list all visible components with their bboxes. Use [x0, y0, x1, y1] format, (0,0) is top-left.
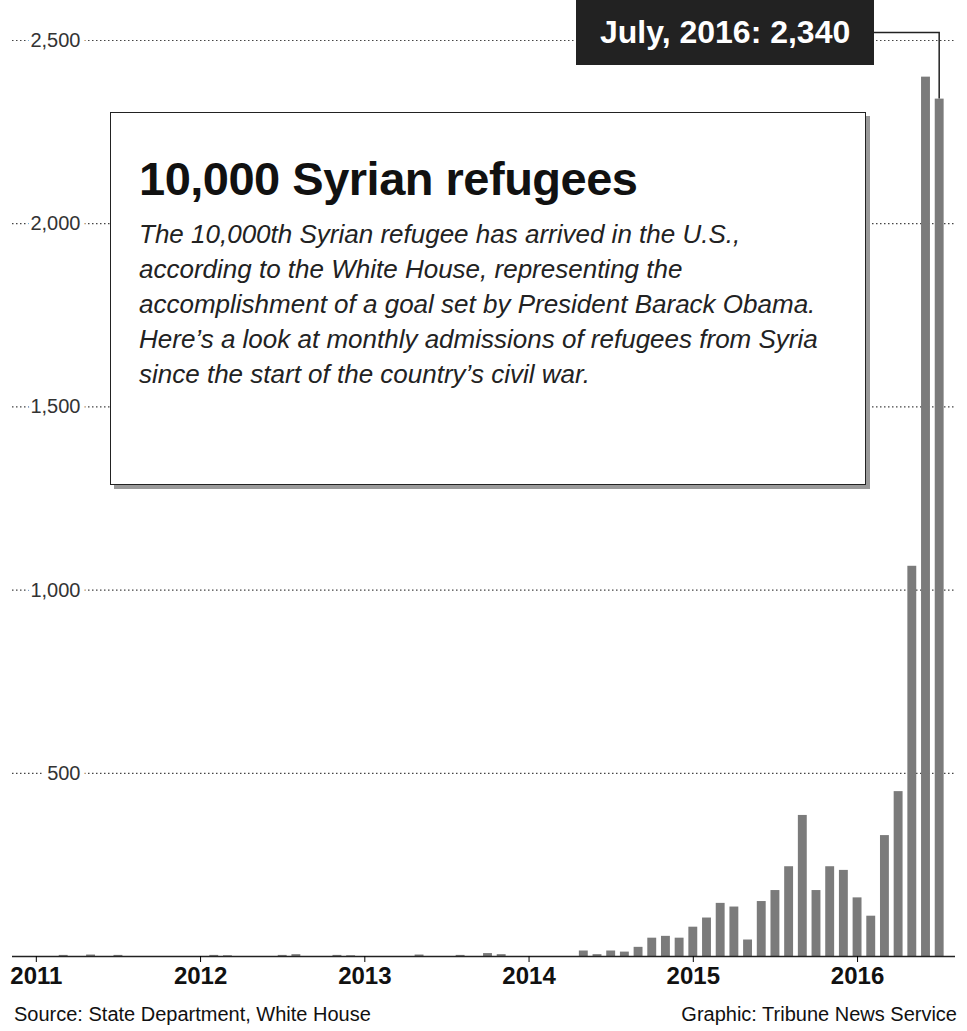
html-text:Graphic: Tribune News Service: Graphic: Tribune News Service [681, 1003, 957, 1025]
svg-text:2,500: 2,500 [30, 29, 80, 51]
svg-text:2013: 2013 [338, 962, 391, 989]
html-text:Source: State Department, Whit: Source: State Department, White House [14, 1003, 371, 1025]
svg-text:2014: 2014 [502, 962, 556, 989]
svg-text:2012: 2012 [174, 962, 227, 989]
svg-text:2,000: 2,000 [30, 212, 80, 234]
svg-text:2011: 2011 [10, 962, 62, 989]
svg-text:500: 500 [47, 762, 80, 784]
html-text:July, 2016: 2,340: July, 2016: 2,340 [600, 14, 851, 50]
svg-text:1,500: 1,500 [30, 395, 80, 417]
svg-text:1,000: 1,000 [30, 579, 80, 601]
html-text:The 10,000th Syrian refugee ha: The 10,000th Syrian refugee has arrived … [139, 219, 818, 389]
svg-text:2016: 2016 [831, 962, 884, 989]
svg-text:2015: 2015 [667, 962, 720, 989]
html-text:10,000 Syrian refugees: 10,000 Syrian refugees [139, 152, 638, 205]
